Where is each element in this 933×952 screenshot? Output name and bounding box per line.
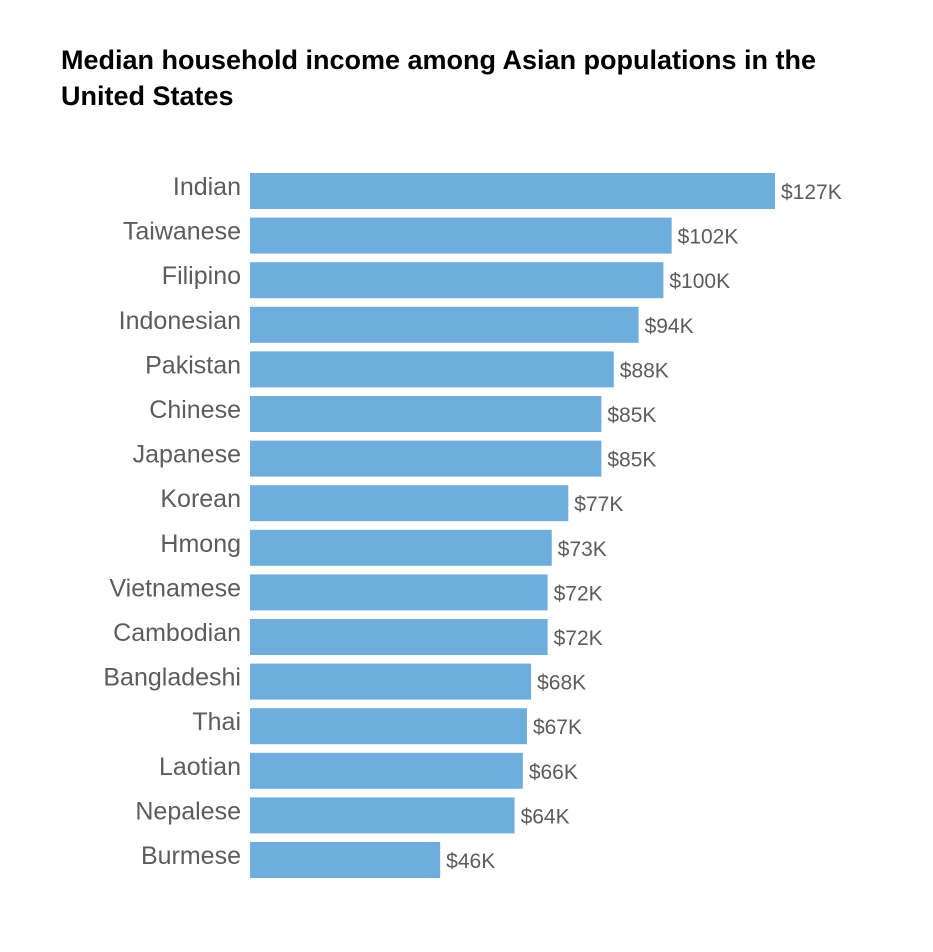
bar-burmese	[250, 842, 441, 878]
value-label-thai: $67K	[533, 716, 582, 739]
category-label-cambodian: Cambodian	[113, 619, 241, 647]
category-label-indonesian: Indonesian	[119, 307, 241, 335]
category-label-hmong: Hmong	[160, 530, 241, 558]
category-label-chinese: Chinese	[149, 396, 241, 424]
bar-japanese	[250, 440, 602, 477]
bar-laotian	[250, 752, 523, 789]
bar-indonesian	[250, 306, 639, 343]
bar-bangladeshi	[250, 663, 532, 700]
category-label-laotian: Laotian	[159, 753, 241, 781]
value-label-laotian: $66K	[529, 761, 578, 784]
bar-cambodian	[250, 619, 548, 655]
bar-vietnamese	[250, 574, 548, 611]
value-label-indian: $127K	[781, 181, 842, 204]
value-label-indonesian: $94K	[645, 315, 694, 338]
bar-filipino	[250, 262, 664, 299]
category-label-nepalese: Nepalese	[135, 797, 241, 825]
bar-taiwanese	[250, 217, 672, 254]
value-label-burmese: $46K	[446, 850, 495, 873]
value-label-bangladeshi: $68K	[537, 672, 586, 695]
value-label-hmong: $73K	[558, 538, 607, 561]
value-label-korean: $77K	[574, 493, 623, 516]
value-label-chinese: $85K	[607, 404, 656, 427]
category-label-filipino: Filipino	[162, 262, 241, 290]
value-label-filipino: $100K	[669, 270, 730, 293]
value-label-taiwanese: $102K	[678, 226, 739, 249]
value-label-nepalese: $64K	[521, 805, 570, 828]
value-label-pakistan: $88K	[620, 359, 669, 382]
bar-hmong	[250, 529, 552, 566]
category-label-pakistan: Pakistan	[145, 351, 241, 379]
category-label-korean: Korean	[160, 485, 241, 513]
category-label-burmese: Burmese	[141, 842, 241, 870]
category-label-bangladeshi: Bangladeshi	[103, 664, 241, 692]
bar-korean	[250, 485, 569, 522]
bar-chinese	[250, 396, 602, 432]
category-label-japanese: Japanese	[133, 441, 241, 469]
value-label-japanese: $85K	[607, 449, 656, 472]
bar-pakistan	[250, 351, 614, 388]
value-label-cambodian: $72K	[554, 627, 603, 650]
category-label-taiwanese: Taiwanese	[123, 218, 241, 246]
category-label-thai: Thai	[192, 708, 241, 736]
category-label-vietnamese: Vietnamese	[109, 574, 241, 602]
value-label-vietnamese: $72K	[554, 582, 603, 605]
bar-indian	[250, 173, 775, 209]
bar-nepalese	[250, 797, 515, 834]
bar-thai	[250, 708, 527, 745]
chart-title: Median household income among Asian popu…	[61, 45, 817, 111]
category-label-indian: Indian	[173, 173, 241, 201]
